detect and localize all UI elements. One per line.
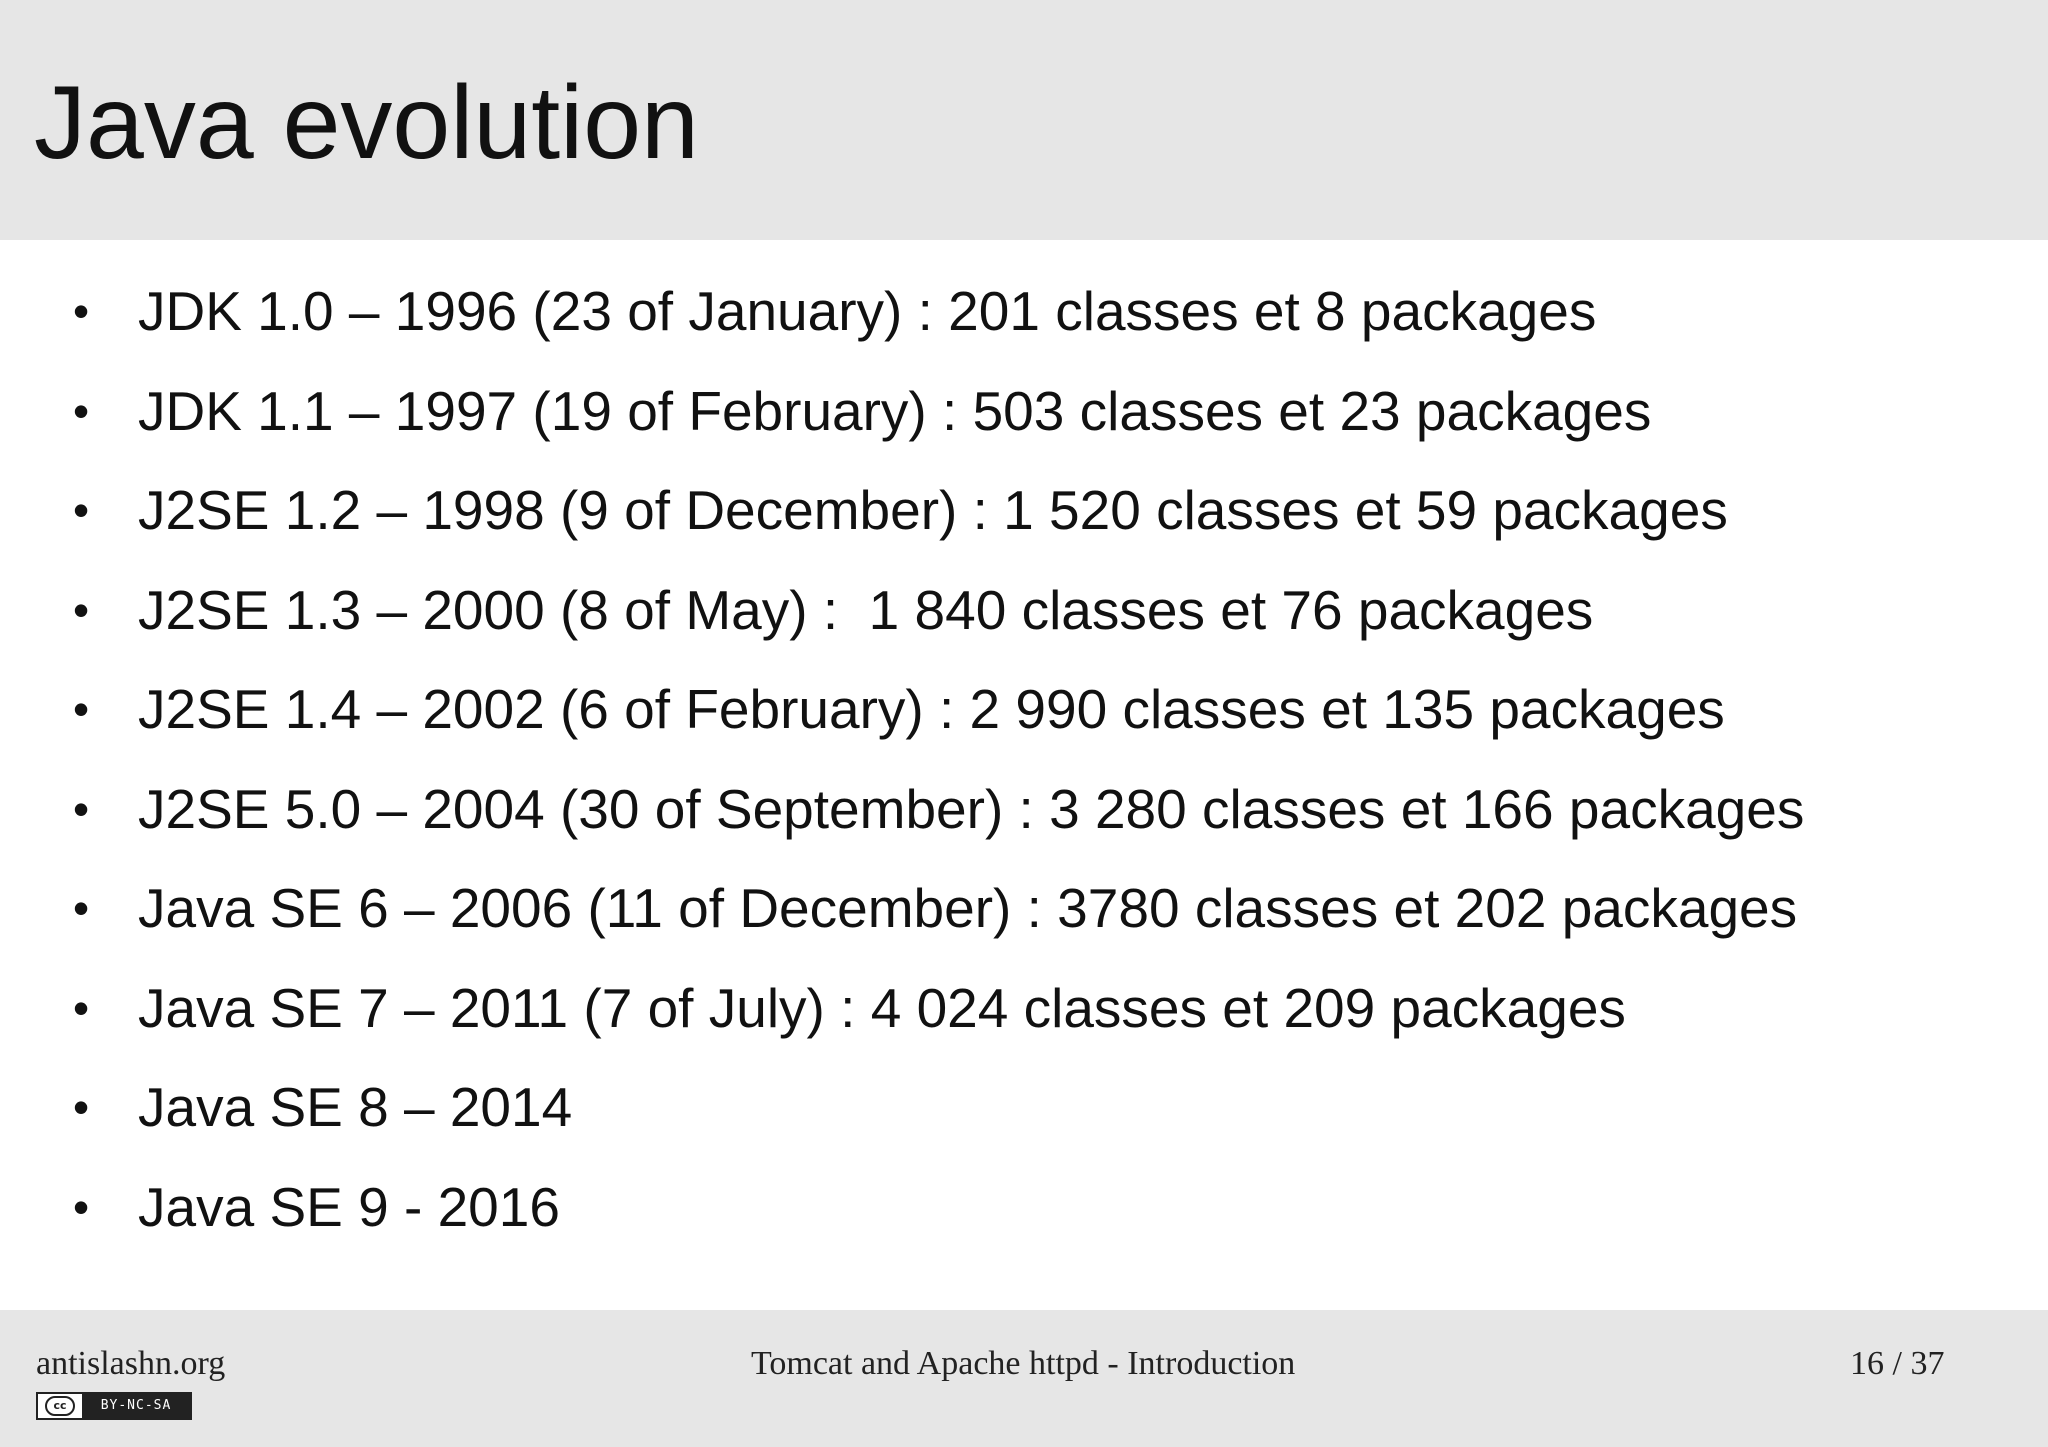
bullet-marker: • [73,484,90,536]
bullet-text: J2SE 1.4 – 2002 (6 of February) : 2 990 … [138,678,1725,740]
bullet-text: JDK 1.1 – 1997 (19 of February) : 503 cl… [138,379,1652,442]
bullet-marker: • [73,981,90,1034]
cc-logo-text: cc [45,1396,75,1416]
bullet-text: Java SE 8 – 2014 [138,1076,573,1138]
bullet-text: J2SE 1.2 – 1998 (9 of December) : 1 520 … [138,479,1728,541]
creative-commons-icon: cc [38,1394,82,1418]
bullet-marker: • [73,1180,90,1233]
bullet-text: J2SE 1.3 – 2000 (8 of May) : 1 840 class… [138,578,1594,641]
bullet-text: Java SE 7 – 2011 (7 of July) : 4 024 cla… [138,976,1626,1039]
bullet-marker: • [73,285,90,337]
footer-page-number: 16 / 37 [1850,1345,1945,1382]
license-label: BY-NC-SA [82,1394,190,1418]
bullet-text: Java SE 9 - 2016 [138,1175,560,1238]
bullet-text: J2SE 5.0 – 2004 (30 of September) : 3 28… [138,777,1805,840]
slide-title: Java evolution [34,65,699,181]
bullet-text: JDK 1.0 – 1996 (23 of January) : 201 cla… [138,280,1597,342]
footer-presentation-title: Tomcat and Apache httpd - Introduction [751,1345,1296,1382]
slide-footer: antislashn.org Tomcat and Apache httpd -… [0,1310,2048,1447]
slide-header: Java evolution [0,0,2048,240]
bullet-marker: • [73,1081,90,1133]
bullet-marker: • [73,683,90,735]
bullet-marker: • [73,782,90,835]
license-badge: cc BY-NC-SA [36,1392,192,1420]
bullet-marker: • [73,384,90,437]
bullet-marker: • [73,583,90,636]
bullet-text: Java SE 6 – 2006 (11 of December) : 3780… [138,877,1798,939]
footer-site: antislashn.org [36,1345,226,1382]
bullet-marker: • [73,882,90,934]
